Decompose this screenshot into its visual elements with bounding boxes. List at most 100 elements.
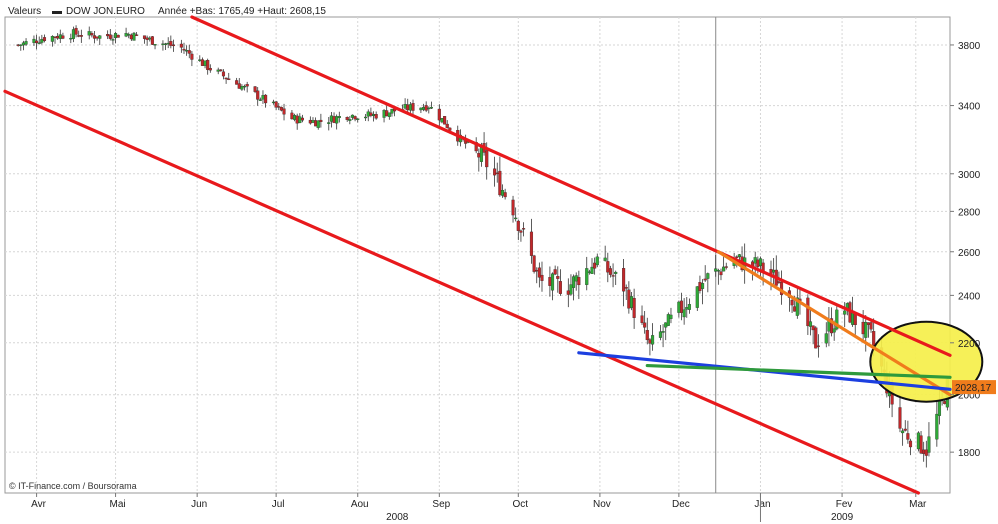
candle-body (371, 114, 376, 117)
candle-body (669, 314, 673, 319)
candle-body (135, 34, 139, 36)
candle-body (190, 53, 194, 60)
candle-body (403, 104, 407, 109)
candle-body (919, 435, 923, 454)
candle-body (132, 32, 136, 41)
candle-body (237, 83, 241, 89)
credit-text: © IT-Finance.com / Boursorama (9, 481, 137, 491)
candle-body (719, 271, 723, 276)
candle-body (208, 68, 212, 71)
candle-body (677, 301, 681, 313)
candle-body (753, 257, 757, 264)
candle-body (95, 36, 99, 39)
candle-body (200, 59, 204, 66)
candle-body (337, 116, 341, 119)
candle-body (737, 254, 741, 258)
candle-body (650, 335, 655, 345)
candle-body (832, 328, 836, 333)
y-tick-label: 3400 (958, 102, 981, 113)
candle-body (622, 268, 626, 292)
candle-body (142, 35, 147, 39)
candle-body (19, 44, 23, 46)
candle-body (145, 37, 149, 40)
candle-body (385, 110, 389, 117)
candle-body (185, 50, 189, 52)
candle-body (522, 228, 526, 230)
candle-body (511, 199, 515, 216)
series-name: DOW JON.EURO (66, 6, 145, 17)
candle-body (424, 105, 428, 111)
candle-body (843, 310, 847, 315)
candle-body (87, 31, 91, 36)
candle-body (224, 77, 228, 80)
candle-body (382, 110, 386, 118)
candle-body (253, 86, 257, 92)
candle-body (835, 309, 839, 330)
candle-body (685, 307, 689, 310)
trendline (3, 89, 921, 495)
candle-body (124, 33, 128, 37)
candle-body (42, 37, 47, 42)
candle-body (593, 262, 597, 269)
candle-body (108, 34, 112, 39)
candle-body (643, 322, 647, 328)
candle-body (829, 318, 834, 334)
candle-body (756, 259, 760, 268)
candle-body (701, 283, 705, 289)
candle-body (345, 117, 349, 120)
candle-body (716, 270, 720, 272)
candle-body (171, 44, 176, 47)
candle-body (69, 37, 73, 40)
candle-body (903, 428, 907, 431)
candle-body (314, 120, 318, 127)
candle-body (350, 114, 355, 118)
candle-body (814, 327, 818, 349)
candle-body (77, 35, 81, 37)
candle-body (40, 39, 44, 43)
candle-body (790, 299, 794, 306)
candle-body (366, 111, 370, 117)
candle-body (606, 261, 610, 273)
candle-body (566, 290, 570, 295)
candle-body (632, 298, 636, 318)
candle-body (429, 106, 433, 109)
candle-body (150, 36, 154, 45)
year-label: 2008 (386, 512, 409, 523)
candle-body (179, 43, 183, 48)
candle-body (603, 257, 607, 261)
y-tick-label: 2200 (958, 339, 981, 350)
trendlines (3, 15, 952, 495)
candle-body (61, 35, 65, 39)
candle-body (92, 35, 97, 39)
candle-body (279, 106, 283, 111)
candle-body (479, 147, 483, 162)
candle-body (290, 112, 294, 120)
candle-body (300, 117, 305, 121)
candle-body (364, 116, 368, 119)
candle-body (127, 34, 131, 36)
candlestick-series (16, 25, 949, 468)
candle-body (906, 433, 910, 440)
y-tick-label: 3000 (958, 170, 981, 181)
candle-body (98, 35, 102, 39)
candle-body (74, 27, 78, 35)
candle-body (624, 287, 628, 289)
candle-body (758, 258, 763, 267)
candle-body (203, 60, 207, 66)
candle-body (629, 296, 634, 308)
candle-body (550, 273, 555, 291)
y-tick-label: 2400 (958, 291, 981, 302)
candle-body (56, 35, 60, 39)
candle-body (164, 43, 168, 45)
candle-body (664, 322, 668, 328)
candle-body (242, 85, 247, 88)
candle-body (271, 101, 276, 104)
candle-body (319, 119, 323, 123)
candle-body (329, 115, 333, 122)
candle-body (824, 333, 828, 344)
candle-body (703, 278, 707, 281)
candle-body (219, 69, 223, 71)
candle-body (658, 331, 662, 338)
candle-body (587, 271, 591, 273)
